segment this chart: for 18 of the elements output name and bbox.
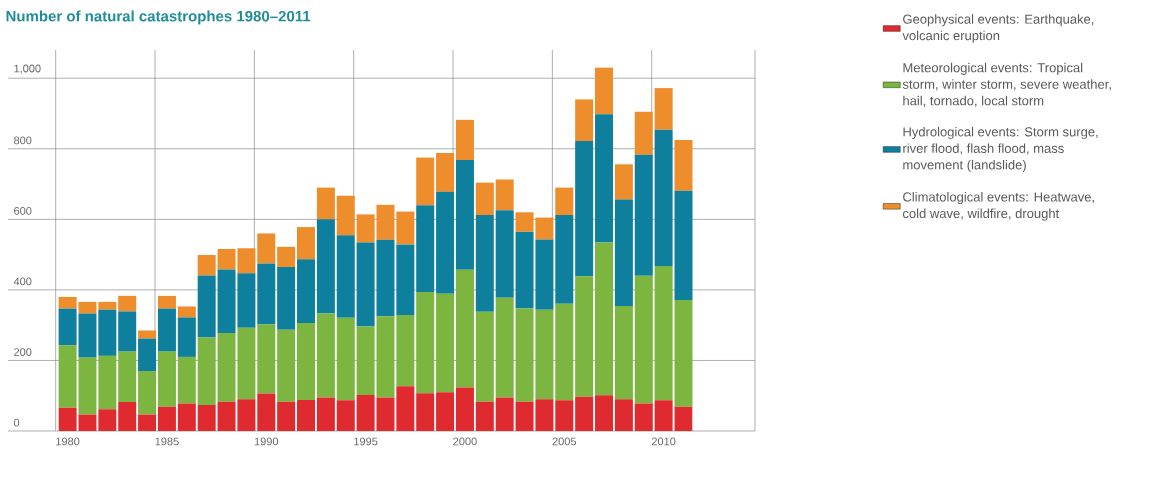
x-tick-label: 1990 [254, 437, 279, 446]
chart-title: Number of natural catastrophes 1980–2011 [6, 10, 311, 25]
x-tick-label: 1995 [354, 437, 378, 446]
y-tick-label: 800 [14, 136, 32, 145]
x-tick-label: 1980 [56, 437, 80, 446]
y-tick-label: 1,000 [14, 64, 41, 74]
legend-label: Climatological events: Heatwave, cold wave, wildfire, drought [902, 192, 1094, 221]
y-tick-label: 400 [13, 277, 32, 286]
x-tick-label: 2000 [453, 437, 477, 446]
y-tick-label: 0 [13, 418, 20, 427]
y-tick-label: 200 [14, 348, 32, 356]
legend-label: Hydrological events: Storm surge, river flood, flash flood, mass movement (landslide) [903, 126, 1098, 173]
legend-label: Geophysical events: Earthquake, volcanic eruption [902, 14, 1094, 43]
x-tick-label: 1985 [155, 437, 179, 446]
legend-label: Meteorological events: Tropical storm, winter storm, severe weather, hail, tornado, local storm [902, 62, 1111, 107]
x-tick-label: 2010 [651, 437, 676, 446]
y-tick-label: 600 [14, 207, 32, 215]
x-tick-label: 2005 [552, 437, 577, 446]
